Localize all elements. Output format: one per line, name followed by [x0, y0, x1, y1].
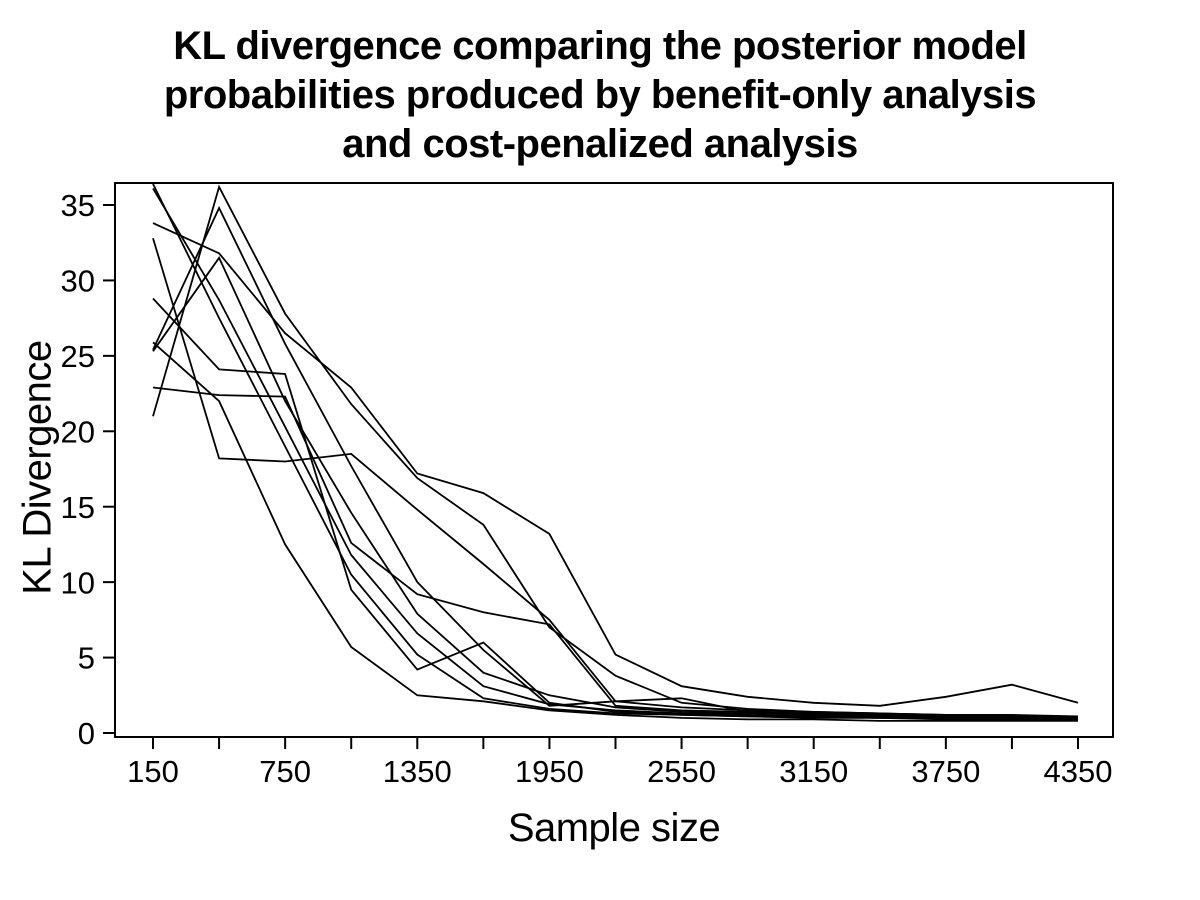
x-tick-label: 4350 — [1044, 754, 1113, 789]
series-line-run-2 — [152, 187, 1079, 721]
x-tick-label: 1350 — [383, 754, 452, 789]
plot-box — [114, 182, 1114, 738]
x-tick-label: 750 — [259, 754, 311, 789]
series-line-run-3 — [152, 222, 1079, 707]
x-tick-label: 1950 — [515, 754, 584, 789]
series-line-run-10 — [152, 184, 1079, 719]
y-tick-label: 25 — [61, 339, 95, 374]
y-tick-label: 0 — [78, 716, 95, 751]
series-line-run-7 — [152, 205, 1079, 719]
y-tick-label: 20 — [61, 414, 95, 449]
x-axis-title: Sample size — [507, 806, 721, 850]
y-tick-label: 15 — [61, 490, 95, 525]
x-tick-label: 3750 — [911, 754, 980, 789]
series-line-run-5 — [152, 297, 1078, 721]
x-tick-label: 2550 — [647, 754, 716, 789]
series-line-run-6 — [152, 341, 1078, 722]
x-tick-label: 150 — [127, 754, 179, 789]
y-tick-label: 35 — [61, 188, 95, 223]
series-line-run-8 — [152, 256, 1078, 719]
y-tick-label: 5 — [78, 641, 95, 676]
y-tick-label: 30 — [61, 264, 95, 299]
series-line-run-9 — [152, 386, 1078, 718]
x-tick-label: 3150 — [779, 754, 848, 789]
series-line-run-4 — [152, 237, 1079, 718]
series-line-run-1 — [152, 183, 1078, 721]
chart-title: KL divergence comparing the posterior mo… — [163, 24, 1037, 166]
y-tick-label: 10 — [61, 565, 95, 600]
y-axis-title: KL Divergence — [15, 340, 60, 595]
